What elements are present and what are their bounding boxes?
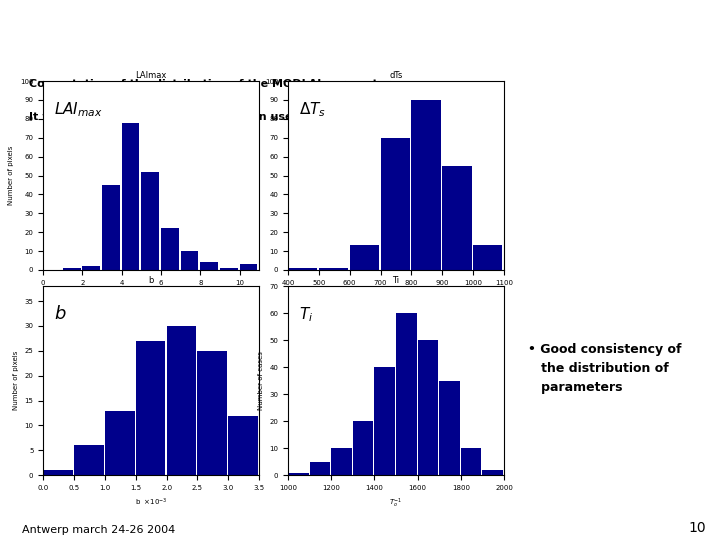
Bar (83, 266, 100, 270)
Bar (240, 264, 257, 270)
Bar (310, 462, 330, 475)
Bar (161, 228, 179, 270)
Text: $\it{LAI}_{max}$: $\it{LAI}_{max}$ (54, 100, 103, 119)
Bar (461, 448, 481, 475)
Text: 10: 10 (688, 521, 706, 535)
Text: • Good consistency of
   the distribution of
   parameters: • Good consistency of the distribution o… (528, 343, 682, 394)
Bar (473, 245, 503, 270)
Text: $\it{b}$: $\it{b}$ (54, 305, 66, 323)
Bar (63, 268, 81, 270)
Bar (418, 340, 438, 475)
Bar (166, 326, 197, 475)
Text: Antwerp march 24-26 2004: Antwerp march 24-26 2004 (22, 525, 175, 535)
Y-axis label: Number of pixels: Number of pixels (9, 146, 14, 205)
Bar (374, 367, 395, 475)
Title: b: b (148, 276, 154, 286)
Bar (350, 245, 379, 270)
X-axis label: $T_o^{-1}$: $T_o^{-1}$ (390, 496, 402, 510)
Bar (396, 313, 416, 475)
Title: Ti: Ti (392, 276, 400, 286)
Bar (181, 251, 198, 270)
Y-axis label: Number of pixels: Number of pixels (13, 351, 19, 410)
Bar (228, 415, 258, 475)
Bar (411, 100, 441, 270)
Bar (439, 381, 459, 475)
Bar (220, 268, 238, 270)
Bar (197, 351, 227, 475)
Bar (43, 470, 73, 475)
Bar (353, 421, 373, 475)
Bar (482, 470, 503, 475)
Title: LAImax: LAImax (135, 71, 167, 80)
Bar (288, 268, 318, 270)
X-axis label: b  $\times 10^{-3}$: b $\times 10^{-3}$ (135, 496, 168, 508)
Bar (331, 448, 351, 475)
Bar (136, 341, 166, 475)
Title: dTs: dTs (390, 71, 402, 80)
Text: It will constitute the prior distribution used in the bottom-up approach: It will constitute the prior distributio… (29, 112, 472, 123)
Text: Results: prior distribution of MODLAI parameters: Results: prior distribution of MODLAI pa… (70, 22, 650, 43)
Bar (442, 166, 472, 270)
Bar (288, 472, 308, 475)
Text: Computation of the distribution of the MODLAI parameters:: Computation of the distribution of the M… (29, 79, 402, 89)
Bar (122, 123, 140, 270)
Text: $\it{T_i}$: $\it{T_i}$ (299, 305, 313, 324)
Bar (74, 446, 104, 475)
Bar (141, 172, 159, 270)
Bar (200, 262, 218, 270)
Bar (381, 138, 410, 270)
Y-axis label: Number of cases: Number of cases (258, 351, 264, 410)
Bar (102, 185, 120, 270)
Text: $\it{\Delta T_s}$: $\it{\Delta T_s}$ (299, 100, 326, 119)
Bar (319, 268, 348, 270)
Bar (105, 410, 135, 475)
